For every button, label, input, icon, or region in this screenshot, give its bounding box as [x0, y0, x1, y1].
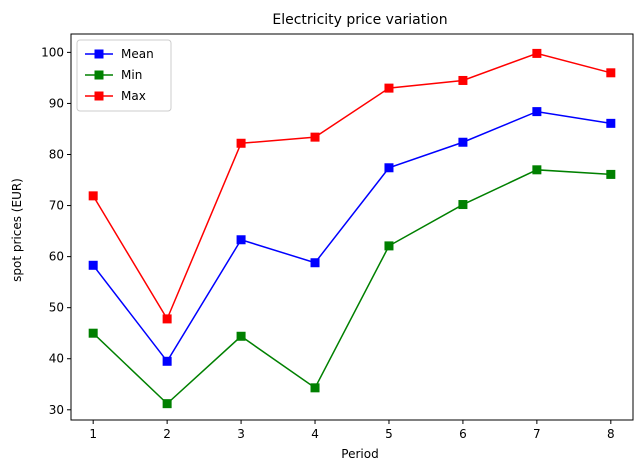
- data-point-max: [237, 139, 246, 148]
- data-point-max: [89, 191, 98, 200]
- y-tick-label: 80: [49, 147, 64, 161]
- legend-marker-max: [95, 92, 104, 101]
- x-tick-label: 1: [89, 427, 97, 441]
- data-point-min: [237, 332, 246, 341]
- data-point-max: [458, 76, 467, 85]
- legend-label-min: Min: [121, 68, 142, 82]
- data-point-mean: [311, 258, 320, 267]
- x-axis-label: Period: [341, 447, 378, 461]
- legend-label-mean: Mean: [121, 47, 154, 61]
- y-tick-label: 100: [41, 45, 64, 59]
- data-point-max: [606, 68, 615, 77]
- legend-marker-min: [95, 71, 104, 80]
- x-tick-label: 2: [163, 427, 171, 441]
- data-point-min: [89, 329, 98, 338]
- data-point-mean: [163, 357, 172, 366]
- data-point-mean: [458, 138, 467, 147]
- y-axis-label: spot prices (EUR): [10, 178, 24, 282]
- series-line-mean: [93, 112, 611, 362]
- data-point-min: [458, 200, 467, 209]
- data-point-min: [311, 383, 320, 392]
- series-line-min: [93, 170, 611, 404]
- data-point-max: [163, 314, 172, 323]
- legend-marker-mean: [95, 50, 104, 59]
- data-point-min: [384, 241, 393, 250]
- x-tick-label: 5: [385, 427, 393, 441]
- legend: Mean Min Max: [77, 40, 171, 111]
- y-tick-label: 90: [49, 96, 64, 110]
- data-point-mean: [384, 163, 393, 172]
- x-tick-label: 4: [311, 427, 319, 441]
- y-tick-label: 50: [49, 301, 64, 315]
- data-point-max: [311, 133, 320, 142]
- data-point-mean: [532, 107, 541, 116]
- y-tick-label: 30: [49, 403, 64, 417]
- y-tick-label: 70: [49, 199, 64, 213]
- data-point-min: [606, 170, 615, 179]
- data-point-mean: [606, 119, 615, 128]
- data-point-mean: [237, 235, 246, 244]
- y-tick-label: 40: [49, 352, 64, 366]
- x-tick-label: 7: [533, 427, 541, 441]
- x-tick-label: 8: [607, 427, 615, 441]
- data-point-max: [384, 84, 393, 93]
- data-point-min: [532, 165, 541, 174]
- y-tick-label: 60: [49, 250, 64, 264]
- chart-title: Electricity price variation: [272, 12, 447, 28]
- legend-label-max: Max: [121, 89, 146, 103]
- data-point-max: [532, 49, 541, 58]
- data-point-mean: [89, 261, 98, 270]
- data-point-min: [163, 399, 172, 408]
- x-tick-label: 3: [237, 427, 245, 441]
- x-tick-label: 6: [459, 427, 467, 441]
